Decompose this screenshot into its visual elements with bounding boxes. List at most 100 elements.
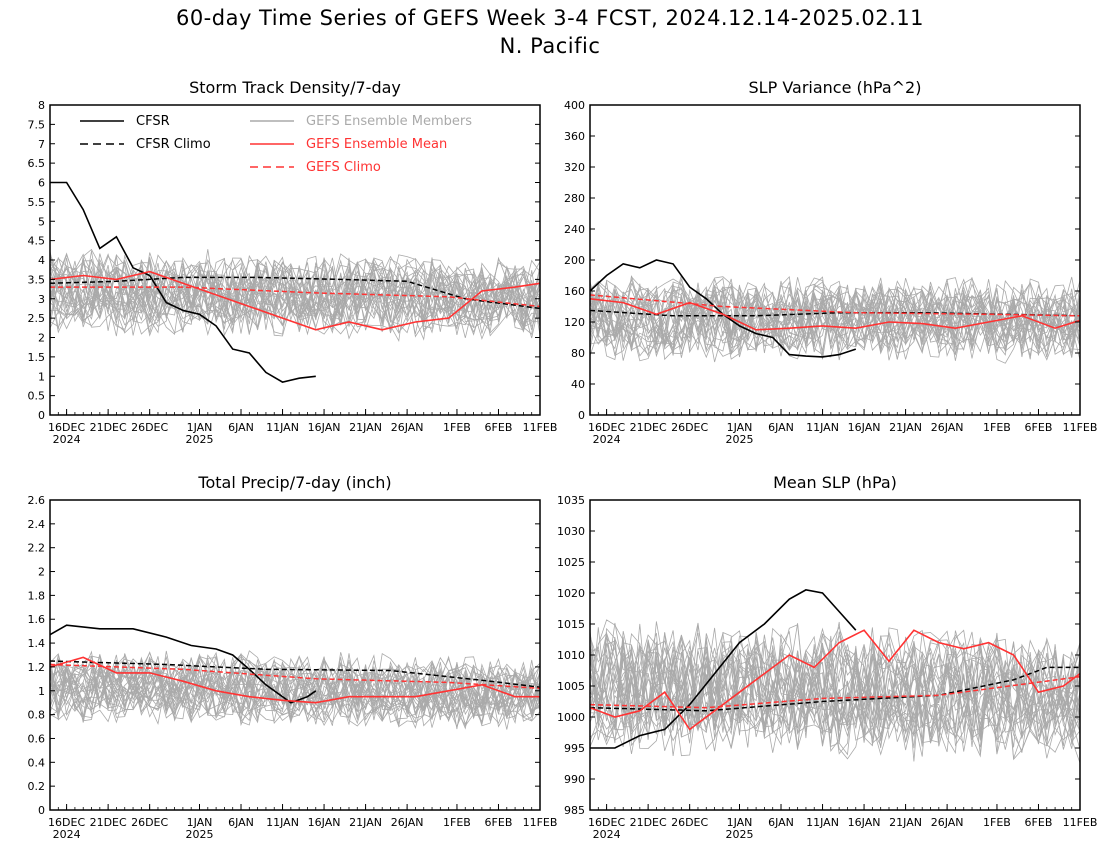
y-tick-label: 7.5 <box>28 118 46 131</box>
x-tick-label: 1JAN <box>727 816 753 829</box>
x-tick-label: 16JAN <box>308 421 341 434</box>
panel-2: SLP Variance (hPa^2) 0 40 80 120 160 200 240 280… <box>564 78 1097 446</box>
y-tick-label: 8 <box>38 99 45 112</box>
y-tick-label: 0 <box>38 804 45 817</box>
y-tick-label: 990 <box>564 773 585 786</box>
x-tick-year-label: 2024 <box>53 433 81 446</box>
ensemble-member-line <box>590 635 1080 740</box>
x-tick-label: 1FEB <box>983 816 1011 829</box>
y-tick-label: 5.5 <box>28 196 46 209</box>
legend-label: GEFS Ensemble Members <box>306 114 472 129</box>
x-tick-label: 16JAN <box>848 816 881 829</box>
y-tick-label: 0 <box>38 409 45 422</box>
legend-label: GEFS Ensemble Mean <box>306 137 447 152</box>
x-tick-label: 11JAN <box>806 816 839 829</box>
y-tick-label: 320 <box>564 161 585 174</box>
ensemble-member-line <box>50 650 540 713</box>
y-tick-label: 0.8 <box>28 709 46 722</box>
x-tick-label: 6FEB <box>1025 816 1053 829</box>
x-tick-label: 16DEC <box>588 421 625 434</box>
x-tick-label: 1FEB <box>983 421 1011 434</box>
ensemble-member-line <box>50 651 540 710</box>
x-tick-label: 1JAN <box>187 816 213 829</box>
x-tick-year-label: 2025 <box>185 828 213 841</box>
ensemble-member-line <box>50 665 540 725</box>
x-tick-label: 11FEB <box>1063 421 1098 434</box>
ensemble-member-line <box>590 654 1080 761</box>
x-tick-label: 6JAN <box>228 816 254 829</box>
y-tick-label: 1015 <box>557 618 585 631</box>
x-tick-label: 26JAN <box>391 421 424 434</box>
ensemble-member-line <box>590 287 1080 353</box>
y-tick-label: 2.4 <box>28 518 46 531</box>
gefs-climo-line <box>50 663 540 690</box>
y-tick-label: 1 <box>38 685 45 698</box>
y-tick-label: 1010 <box>557 649 585 662</box>
y-tick-label: 1035 <box>557 494 585 507</box>
y-tick-label: 6 <box>38 177 45 190</box>
gefs-ensemble-mean-line <box>50 270 540 331</box>
ensemble-member-line <box>50 263 540 336</box>
ensemble-member-line <box>50 258 540 324</box>
y-tick-label: 240 <box>564 223 585 236</box>
x-tick-label: 26JAN <box>931 816 964 829</box>
ensemble-member-line <box>590 277 1080 345</box>
x-tick-label: 16DEC <box>48 816 85 829</box>
y-tick-label: 1.5 <box>28 351 46 364</box>
ensemble-member-line <box>590 644 1080 756</box>
x-tick-label: 26DEC <box>671 421 708 434</box>
ensemble-member-line <box>590 294 1080 364</box>
x-tick-label: 21DEC <box>630 421 667 434</box>
y-tick-label: 2.2 <box>28 542 46 555</box>
y-tick-label: 5 <box>38 215 45 228</box>
y-tick-label: 3.5 <box>28 273 46 286</box>
x-tick-label: 6JAN <box>228 421 254 434</box>
x-tick-label: 11JAN <box>266 816 299 829</box>
ensemble-member-line <box>50 257 540 325</box>
ensemble-member-line <box>50 249 540 318</box>
ensemble-member-line <box>50 663 540 724</box>
main-title: 60-day Time Series of GEFS Week 3-4 FCST… <box>0 4 1100 60</box>
x-tick-label: 26DEC <box>671 816 708 829</box>
ensemble-member-line <box>590 295 1080 361</box>
y-tick-label: 1020 <box>557 587 585 600</box>
gefs-climo-line <box>50 286 540 308</box>
plot-frame <box>589 104 1081 416</box>
ensemble-member-line <box>50 664 540 722</box>
ensemble-member-line <box>590 297 1080 358</box>
y-tick-label: 7 <box>38 138 45 151</box>
x-tick-year-label: 2024 <box>53 828 81 841</box>
y-tick-label: 0.5 <box>28 390 46 403</box>
ensemble-member-line <box>590 621 1080 732</box>
y-tick-label: 80 <box>571 347 585 360</box>
x-tick-label: 11FEB <box>523 421 558 434</box>
y-tick-label: 2 <box>38 566 45 579</box>
y-tick-label: 280 <box>564 192 585 205</box>
ensemble-member-line <box>590 284 1080 350</box>
x-tick-label: 11JAN <box>266 421 299 434</box>
legend-label: GEFS Climo <box>306 160 381 175</box>
x-tick-year-label: 2024 <box>593 828 621 841</box>
y-tick-label: 400 <box>564 99 585 112</box>
x-tick-label: 21JAN <box>349 421 382 434</box>
x-tick-label: 26JAN <box>391 816 424 829</box>
x-tick-label: 26JAN <box>931 421 964 434</box>
x-tick-label: 1JAN <box>727 421 753 434</box>
x-tick-label: 6FEB <box>1025 421 1053 434</box>
plot-frame <box>49 104 541 416</box>
y-tick-label: 40 <box>571 378 585 391</box>
y-tick-label: 0.6 <box>28 732 46 745</box>
x-tick-label: 21DEC <box>90 816 127 829</box>
x-tick-label: 26DEC <box>131 421 168 434</box>
gefs-ensemble-mean-line <box>590 298 1080 331</box>
x-tick-label: 26DEC <box>131 816 168 829</box>
x-tick-label: 6JAN <box>768 421 794 434</box>
y-tick-label: 1.6 <box>28 613 46 626</box>
ensemble-member-line <box>590 282 1080 349</box>
legend-label: CFSR <box>136 114 170 129</box>
x-tick-label: 1FEB <box>443 421 471 434</box>
plot-frame <box>49 499 541 811</box>
x-tick-label: 16JAN <box>308 816 341 829</box>
ensemble-member-line <box>50 274 540 343</box>
